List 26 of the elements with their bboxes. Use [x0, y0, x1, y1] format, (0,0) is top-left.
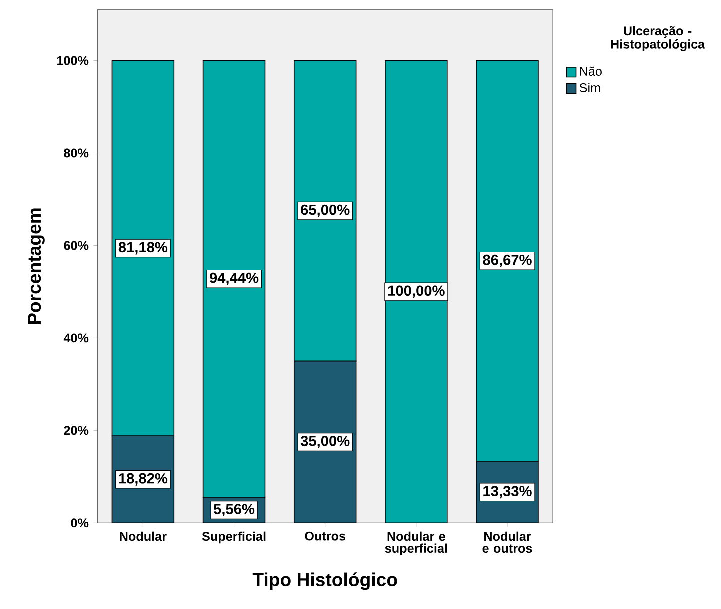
- x-tick-label: Outros: [305, 532, 346, 541]
- y-tick-label: 20%: [64, 426, 89, 436]
- y-tick-label: 60%: [64, 241, 89, 250]
- data-label: 94,44%: [210, 272, 259, 286]
- bar: [385, 60, 448, 524]
- y-tick-label: 0%: [71, 518, 89, 528]
- x-tick-label: Nodular e outros: [482, 532, 532, 554]
- data-label: 5,56%: [214, 504, 255, 517]
- data-label: 13,33%: [484, 486, 532, 499]
- x-tick-label: Nodular: [120, 532, 167, 542]
- y-axis-title: Porcentagem: [28, 208, 45, 324]
- data-label: 81,18%: [118, 242, 168, 255]
- y-tick-label: 100%: [57, 56, 89, 66]
- x-axis-title: Tipo Histológico: [252, 572, 398, 590]
- y-tick-label: 80%: [64, 148, 89, 158]
- legend-label: Sim: [580, 83, 600, 93]
- legend-title: Ulceração - Histopatológica: [611, 26, 706, 52]
- x-tick-label: Superficial: [202, 532, 266, 544]
- data-label: 65,00%: [301, 204, 350, 218]
- y-tick-label: 40%: [64, 334, 89, 343]
- legend-label: Não: [580, 66, 602, 76]
- data-label: 86,67%: [483, 255, 532, 268]
- data-label: 35,00%: [300, 436, 350, 449]
- data-label: 18,82%: [119, 473, 168, 486]
- data-label: 100,00%: [388, 286, 445, 298]
- x-tick-label: Nodular e superficial: [385, 532, 448, 556]
